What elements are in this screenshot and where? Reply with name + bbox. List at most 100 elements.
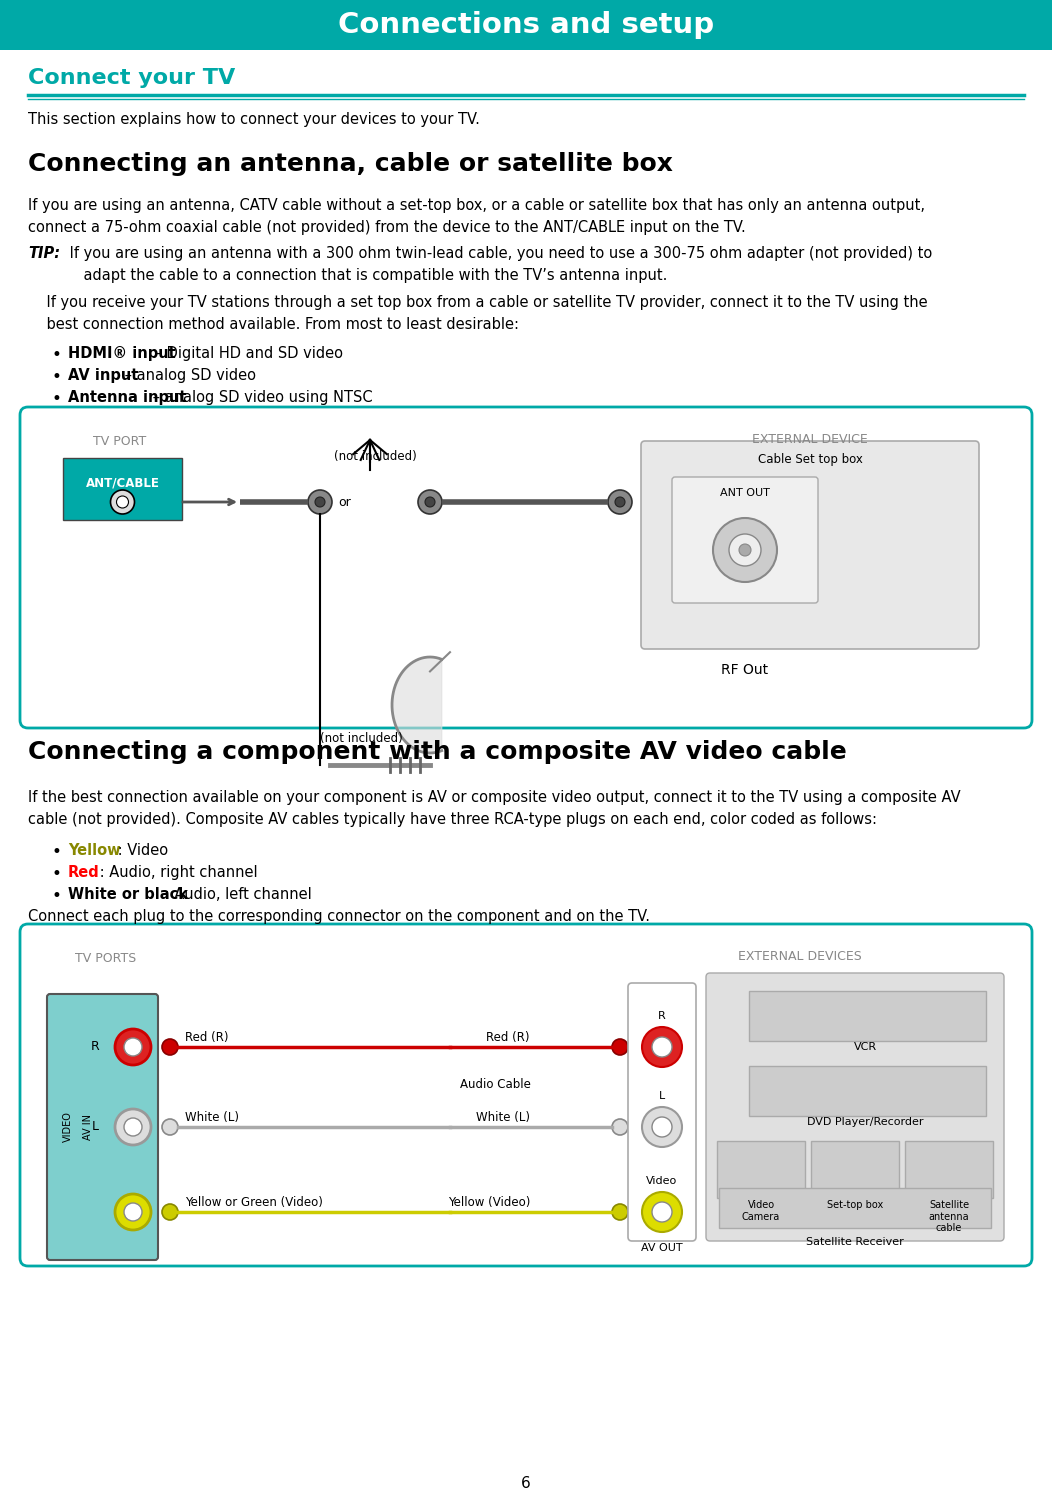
Text: L: L: [659, 1091, 665, 1102]
FancyBboxPatch shape: [717, 1141, 805, 1198]
Circle shape: [652, 1037, 672, 1056]
Text: Satellite
antenna
cable: Satellite antenna cable: [929, 1200, 969, 1233]
Circle shape: [110, 490, 135, 515]
Text: White (L): White (L): [476, 1111, 530, 1124]
FancyBboxPatch shape: [672, 477, 818, 604]
Text: •: •: [52, 389, 62, 407]
Circle shape: [124, 1203, 142, 1221]
Text: Connections and setup: Connections and setup: [338, 11, 714, 39]
Circle shape: [308, 490, 332, 515]
Text: If you are using an antenna with a 300 ohm twin-lead cable, you need to use a 30: If you are using an antenna with a 300 o…: [65, 246, 932, 282]
Text: TV PORTS: TV PORTS: [75, 952, 137, 964]
Text: Connect your TV: Connect your TV: [28, 68, 236, 88]
FancyBboxPatch shape: [628, 982, 696, 1240]
Circle shape: [642, 1108, 682, 1147]
Text: Antenna input: Antenna input: [68, 389, 186, 404]
Circle shape: [642, 1192, 682, 1231]
Text: – analog SD video using NTSC: – analog SD video using NTSC: [148, 389, 372, 404]
FancyBboxPatch shape: [811, 1141, 899, 1198]
Text: AV input: AV input: [68, 368, 139, 383]
Text: 6: 6: [521, 1476, 531, 1491]
Text: AV OUT: AV OUT: [641, 1243, 683, 1252]
Circle shape: [729, 534, 761, 566]
Circle shape: [608, 490, 632, 515]
Text: Audio Cable: Audio Cable: [460, 1079, 531, 1091]
Text: Satellite Receiver: Satellite Receiver: [806, 1237, 904, 1246]
FancyBboxPatch shape: [63, 459, 182, 521]
Text: or: or: [338, 495, 350, 509]
Circle shape: [652, 1203, 672, 1222]
Text: Yellow or Green (Video): Yellow or Green (Video): [185, 1197, 323, 1209]
Text: •: •: [52, 887, 62, 905]
Circle shape: [162, 1120, 178, 1135]
Text: (not included): (not included): [320, 732, 403, 745]
Text: AV IN: AV IN: [83, 1114, 93, 1139]
FancyBboxPatch shape: [706, 973, 1004, 1240]
Circle shape: [739, 545, 751, 555]
Text: L: L: [92, 1121, 99, 1133]
Text: Video
Camera: Video Camera: [742, 1200, 781, 1222]
Circle shape: [615, 496, 625, 507]
Text: Connect each plug to the corresponding connector on the component and on the TV.: Connect each plug to the corresponding c…: [28, 908, 650, 924]
Text: ANT/CABLE: ANT/CABLE: [85, 475, 160, 489]
Text: VCR: VCR: [853, 1043, 876, 1052]
FancyBboxPatch shape: [47, 994, 158, 1260]
Circle shape: [117, 496, 128, 509]
Text: Red (R): Red (R): [486, 1031, 530, 1044]
FancyBboxPatch shape: [0, 0, 1052, 50]
Circle shape: [124, 1118, 142, 1136]
Text: DVD Player/Recorder: DVD Player/Recorder: [807, 1117, 924, 1127]
Text: White or black: White or black: [68, 887, 188, 902]
Text: White (L): White (L): [185, 1111, 239, 1124]
Text: R: R: [659, 1011, 666, 1022]
Text: TV PORT: TV PORT: [94, 435, 146, 448]
Circle shape: [115, 1194, 151, 1230]
Text: Set-top box: Set-top box: [827, 1200, 883, 1210]
FancyBboxPatch shape: [20, 407, 1032, 727]
Text: Connecting a component with a composite AV video cable: Connecting a component with a composite …: [28, 739, 847, 764]
Text: Yellow: Yellow: [68, 844, 121, 859]
FancyBboxPatch shape: [20, 924, 1032, 1266]
FancyBboxPatch shape: [749, 1065, 986, 1117]
Text: : Video: : Video: [113, 844, 168, 859]
Circle shape: [418, 490, 442, 515]
Text: RF Out: RF Out: [722, 662, 769, 678]
Text: If you are using an antenna, CATV cable without a set-top box, or a cable or sat: If you are using an antenna, CATV cable …: [28, 198, 925, 234]
FancyBboxPatch shape: [905, 1141, 993, 1198]
Text: Red: Red: [68, 865, 100, 880]
Circle shape: [115, 1109, 151, 1145]
Circle shape: [612, 1204, 628, 1219]
Text: If the best connection available on your component is AV or composite video outp: If the best connection available on your…: [28, 791, 960, 827]
FancyBboxPatch shape: [641, 441, 979, 649]
Text: VIDEO: VIDEO: [63, 1112, 73, 1142]
Text: TIP:: TIP:: [28, 246, 60, 261]
Text: Yellow (Video): Yellow (Video): [447, 1197, 530, 1209]
Text: : Audio, left channel: : Audio, left channel: [160, 887, 311, 902]
Text: •: •: [52, 368, 62, 386]
Text: ANT OUT: ANT OUT: [720, 487, 770, 498]
Text: If you receive your TV stations through a set top box from a cable or satellite : If you receive your TV stations through …: [28, 294, 928, 332]
Circle shape: [115, 1029, 151, 1065]
Text: Cable Set top box: Cable Set top box: [757, 453, 863, 466]
Circle shape: [642, 1028, 682, 1067]
Text: R: R: [90, 1041, 99, 1053]
Text: This section explains how to connect your devices to your TV.: This section explains how to connect you…: [28, 112, 480, 127]
Text: •: •: [52, 844, 62, 862]
Text: Red (R): Red (R): [185, 1031, 228, 1044]
Circle shape: [315, 496, 325, 507]
Text: •: •: [52, 346, 62, 364]
Text: •: •: [52, 865, 62, 883]
Text: Video: Video: [646, 1176, 677, 1186]
Circle shape: [713, 518, 777, 582]
Circle shape: [162, 1204, 178, 1219]
Text: HDMI® input: HDMI® input: [68, 346, 176, 361]
Text: (not included): (not included): [333, 450, 417, 463]
Circle shape: [162, 1040, 178, 1055]
Polygon shape: [392, 656, 442, 753]
Circle shape: [124, 1038, 142, 1056]
FancyBboxPatch shape: [749, 991, 986, 1041]
Text: Connecting an antenna, cable or satellite box: Connecting an antenna, cable or satellit…: [28, 152, 673, 177]
Circle shape: [425, 496, 434, 507]
Text: : Audio, right channel: : Audio, right channel: [95, 865, 258, 880]
Text: EXTERNAL DEVICES: EXTERNAL DEVICES: [739, 951, 862, 963]
